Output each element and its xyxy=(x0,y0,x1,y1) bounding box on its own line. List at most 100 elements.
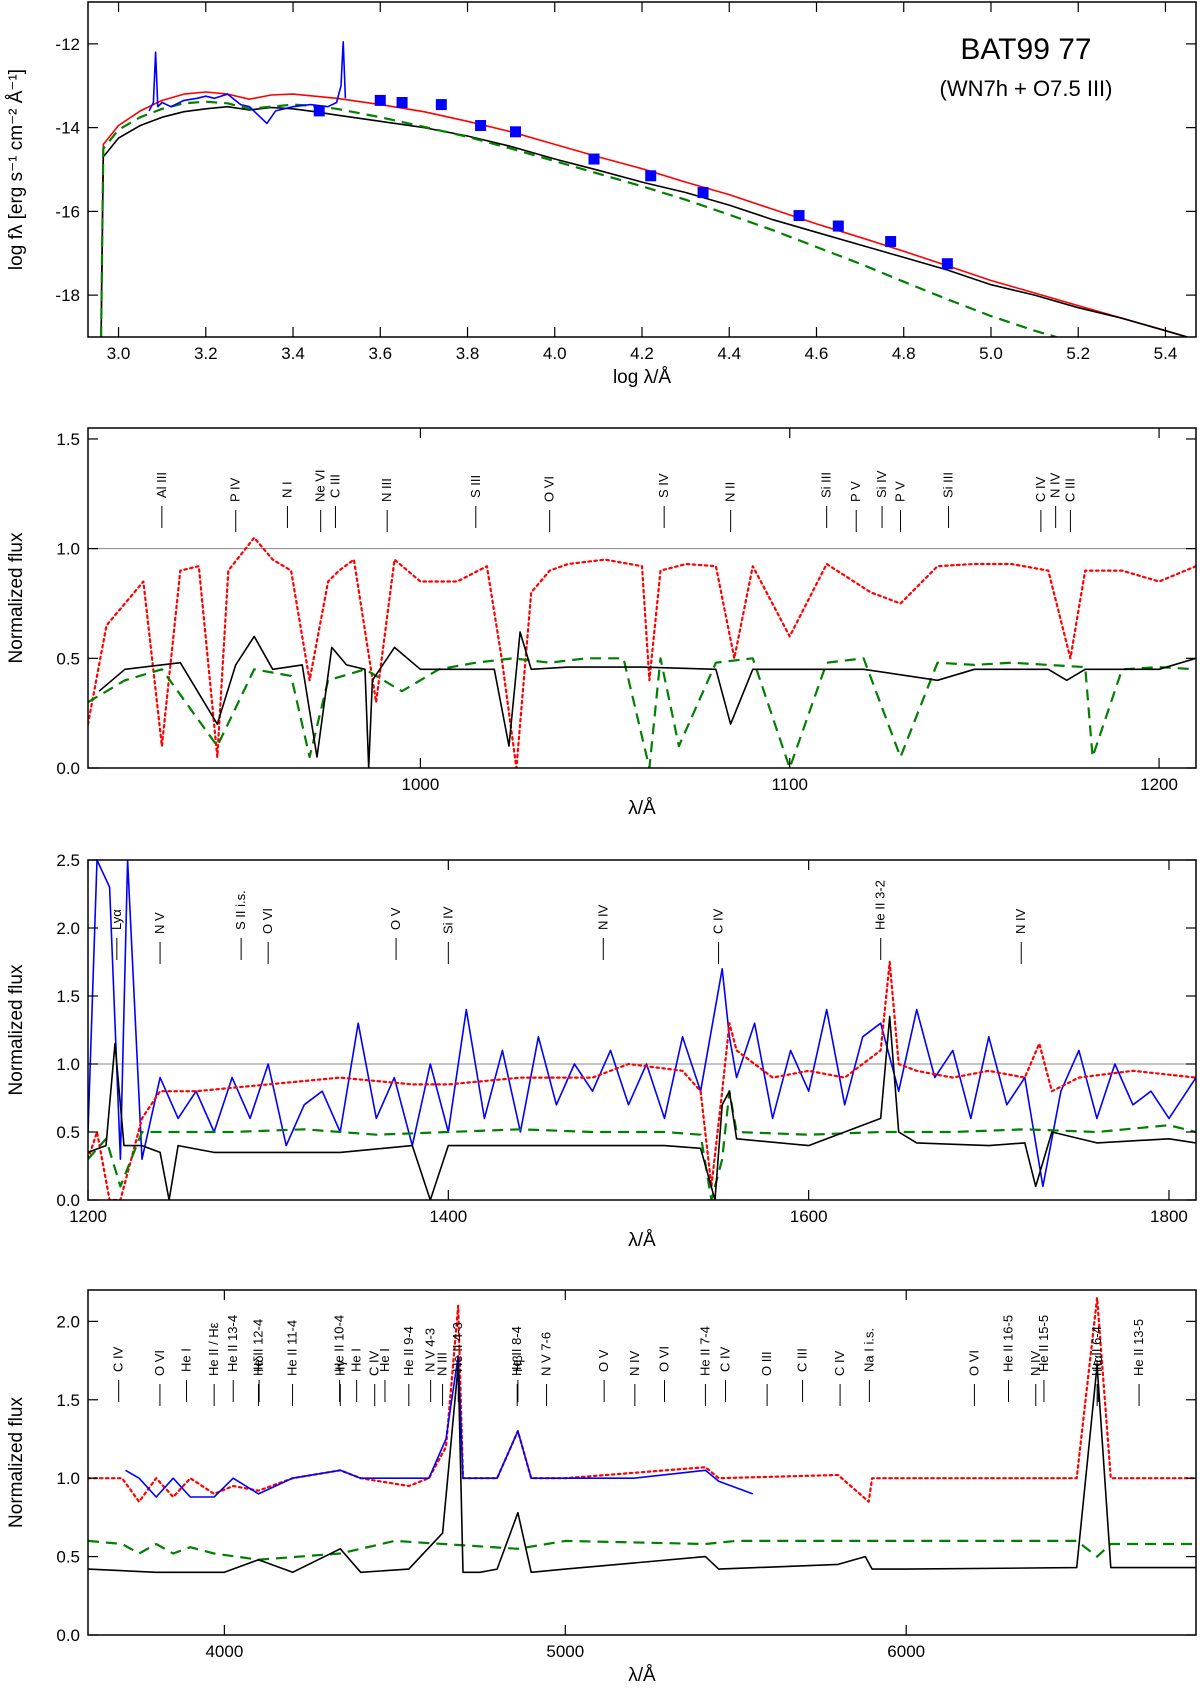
y-axis-label: log fλ [erg s⁻¹ cm⁻² Å⁻¹] xyxy=(6,69,27,270)
line-id-label: Si IV xyxy=(874,470,889,498)
y-tick-label: 0.5 xyxy=(56,1548,80,1567)
y-tick-label: 2.0 xyxy=(56,1312,80,1331)
line-id-label: O III xyxy=(759,1351,774,1376)
line-id-label: He II 12-4 xyxy=(250,1319,265,1376)
series-line-3 xyxy=(88,1090,1196,1200)
line-id-label: N III xyxy=(379,478,394,502)
photometry-point xyxy=(941,258,953,270)
series-line-4 xyxy=(88,1364,1196,1574)
line-id-label: Si III xyxy=(819,472,834,498)
x-tick-label: 6000 xyxy=(887,1642,925,1661)
x-tick-label: 3.4 xyxy=(281,344,305,363)
y-axis-label: Normalized flux xyxy=(6,532,27,663)
line-id-label: He II 4-3 xyxy=(450,1322,465,1372)
line-id-label: P V xyxy=(848,481,863,502)
line-id-label: Si III xyxy=(941,472,956,498)
line-id-label: S III xyxy=(468,475,483,498)
y-tick-label: 1.0 xyxy=(56,1055,80,1074)
line-id-label: O V xyxy=(596,1349,611,1372)
x-tick-label: 1100 xyxy=(771,775,808,794)
line-id-label: O VI xyxy=(966,1350,981,1376)
line-id-label: N II xyxy=(723,482,738,502)
line-id-label: O VI xyxy=(260,908,275,934)
line-id-label: N IV xyxy=(595,904,610,930)
plot-frame xyxy=(87,1289,1197,1636)
line-id-label: Hγ xyxy=(332,1360,347,1376)
line-id-label: C IV xyxy=(1033,476,1048,502)
line-id-label: He II 11-4 xyxy=(285,1320,300,1376)
line-id-label: P V xyxy=(893,481,908,502)
line-id-label: He I xyxy=(349,1348,364,1372)
panel-optical: 4000 5000 6000 0.0 0.5 1.0 1.5 2.0 λ/Å Normalized… xyxy=(6,1289,1197,1686)
series-line-3 xyxy=(88,1539,1196,1561)
photometry-point xyxy=(645,170,657,182)
x-tick-label: 5.4 xyxy=(1154,344,1178,363)
photometry-point xyxy=(832,220,844,232)
line-id-label: He II 3-2 xyxy=(873,880,888,930)
line-id-label: He II 13-5 xyxy=(1131,1319,1146,1376)
line-id-label: He II 16-5 xyxy=(1000,1315,1015,1372)
series-line-2 xyxy=(125,1355,754,1498)
photometry-point xyxy=(509,126,521,138)
line-id-label: He II 6-4 xyxy=(1089,1326,1104,1376)
y-tick-label: 2.5 xyxy=(56,851,80,870)
x-tick-label: 3.8 xyxy=(456,344,480,363)
photometry-point xyxy=(588,153,600,165)
series-line-3 xyxy=(100,100,1057,337)
x-axis-label: log λ/Å xyxy=(613,367,671,388)
line-id-label: C III xyxy=(795,1348,810,1372)
series-line-1 xyxy=(88,536,1196,768)
line-id-label: N IV xyxy=(1028,1350,1043,1376)
line-id-label: Si IV xyxy=(440,906,455,934)
series-line-4 xyxy=(148,41,347,125)
x-tick-label: 4.8 xyxy=(892,344,916,363)
series-line-2 xyxy=(88,960,1196,1200)
y-tick-label: 1.5 xyxy=(56,1391,80,1410)
panel-sed: 3.0 3.2 3.4 3.6 3.8 4.0 4.2 4.4 4.6 4.8 5.0 5.2 5.4 -… xyxy=(6,1,1197,388)
series-line-3 xyxy=(98,631,1196,768)
line-id-label: He II 8-4 xyxy=(509,1326,524,1376)
x-tick-label: 4000 xyxy=(205,1642,243,1661)
series-line-1 xyxy=(88,860,1196,1188)
series-line-2 xyxy=(88,657,1196,768)
line-id-label: N IV xyxy=(1013,908,1028,934)
line-id-label: C IV xyxy=(367,1350,382,1376)
y-tick-label: 1.0 xyxy=(56,1469,80,1488)
line-id-label: C IV xyxy=(711,908,726,934)
x-tick-label: 1200 xyxy=(69,1207,107,1226)
line-id-label: He II 13-4 xyxy=(225,1315,240,1372)
photometry-point xyxy=(313,105,325,117)
plot-frame xyxy=(87,859,1197,1201)
line-id-label: He II 10-4 xyxy=(332,1315,347,1372)
line-id-label: C IV xyxy=(832,1350,847,1376)
line-id-label: S II i.s. xyxy=(233,890,248,930)
plot-frame xyxy=(87,427,1197,769)
photometry-point xyxy=(697,187,709,199)
photometry-point xyxy=(793,210,805,222)
panel-uv: 1200 1400 1600 1800 0.0 0.5 1.0 1.5 2.0 2.5 λ/Å Nor… xyxy=(6,851,1197,1251)
line-id-label: Hδ xyxy=(251,1355,266,1372)
line-id-label: He II 15-5 xyxy=(1036,1315,1051,1372)
x-tick-label: 1000 xyxy=(401,775,439,794)
line-id-label: N V xyxy=(152,912,167,934)
series-group xyxy=(88,536,1196,768)
line-id-label: O VI xyxy=(542,476,557,502)
y-axis-label: Normalized flux xyxy=(6,1397,27,1528)
y-tick-label: 0.0 xyxy=(56,759,80,778)
y-tick-label: 0.0 xyxy=(56,1191,80,1210)
x-tick-label: 1400 xyxy=(429,1207,467,1226)
line-id-label: N III xyxy=(435,1352,450,1376)
x-tick-label: 1800 xyxy=(1150,1207,1188,1226)
photometry-point xyxy=(885,236,897,248)
line-id-label: P IV xyxy=(228,477,243,502)
x-tick-label: 3.6 xyxy=(368,344,392,363)
line-id-label: Al III xyxy=(154,472,169,498)
line-id-label: Hβ xyxy=(510,1355,525,1372)
line-id-label: He II 9-4 xyxy=(401,1326,416,1376)
line-id-label: C IV xyxy=(111,1346,126,1372)
series-line-1 xyxy=(100,91,1188,337)
line-id-label: N V 7-6 xyxy=(539,1332,554,1376)
series-line-4 xyxy=(88,1015,1196,1200)
x-tick-label: 4.2 xyxy=(630,344,654,363)
